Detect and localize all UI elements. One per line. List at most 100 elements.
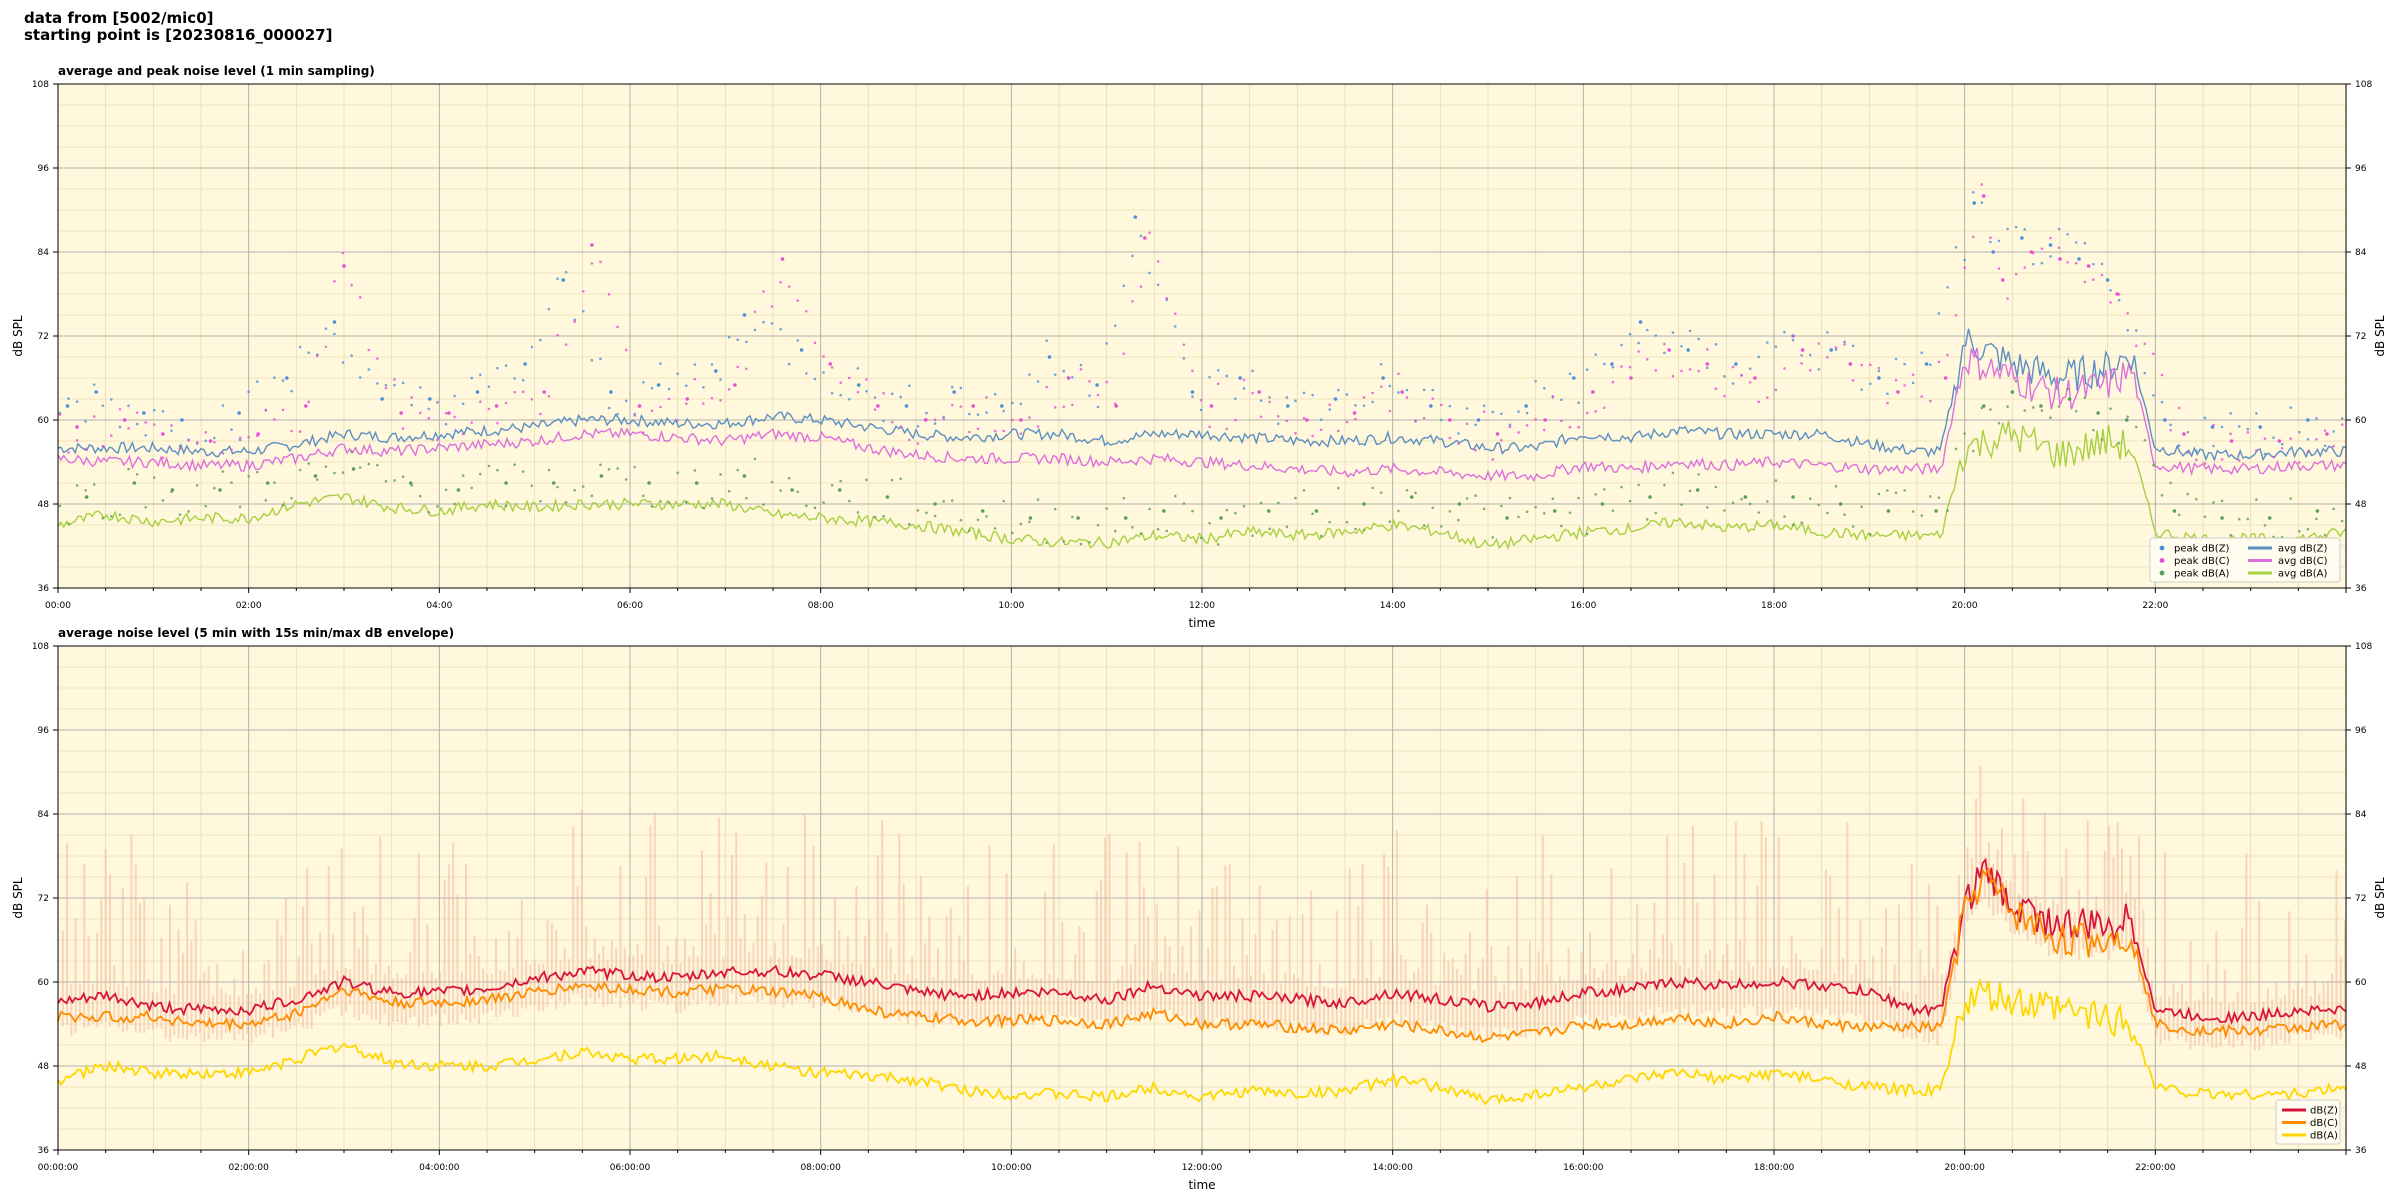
- peak-point: [976, 518, 980, 522]
- peak-point: [255, 380, 259, 383]
- peak-point: [1688, 489, 1692, 493]
- peak-point: [1937, 360, 1941, 364]
- peak-point: [1182, 502, 1186, 505]
- peak-point: [187, 439, 190, 442]
- peak-point: [247, 435, 250, 439]
- peak-point-marked: [1123, 516, 1128, 520]
- peak-point: [2177, 513, 2181, 517]
- peak-point: [968, 529, 971, 532]
- peak-point: [1182, 357, 1186, 360]
- peak-point: [590, 494, 594, 498]
- peak-point: [1954, 313, 1958, 317]
- peak-point: [1199, 536, 1203, 540]
- peak-point: [745, 496, 748, 500]
- peak-point: [1208, 375, 1211, 379]
- peak-point: [1131, 299, 1134, 303]
- peak-point: [2006, 297, 2009, 300]
- peak-point: [830, 483, 834, 487]
- peak-point: [273, 376, 276, 380]
- peak-point: [1585, 532, 1589, 536]
- ytick-label-right: 36: [2355, 584, 2367, 594]
- peak-point: [110, 434, 113, 437]
- peak-point: [1611, 509, 1615, 513]
- peak-point: [1620, 365, 1623, 368]
- peak-point: [916, 424, 920, 428]
- peak-point: [1500, 412, 1503, 416]
- peak-point: [1337, 388, 1340, 392]
- peak-point-marked: [2267, 516, 2272, 520]
- peak-point: [444, 488, 448, 492]
- peak-point: [599, 260, 602, 264]
- peak-point: [1191, 395, 1194, 398]
- peak-point: [1079, 542, 1083, 546]
- peak-point: [1937, 496, 1941, 499]
- peak-point: [564, 500, 568, 504]
- peak-point: [1680, 369, 1683, 373]
- peak-point: [1585, 368, 1589, 371]
- peak-point: [521, 470, 525, 473]
- peak-point: [813, 377, 817, 381]
- peak-point: [1465, 422, 1469, 426]
- y-axis-label-right: dB SPL: [2373, 877, 2387, 919]
- peak-point: [779, 327, 782, 331]
- peak-point: [264, 408, 268, 412]
- peak-point: [238, 438, 242, 442]
- xtick-label: 18:00:00: [1754, 1163, 1795, 1173]
- legend-label: dB(Z): [2310, 1106, 2338, 1117]
- peak-point: [1620, 485, 1623, 489]
- peak-point: [213, 440, 216, 444]
- peak-point: [2289, 497, 2293, 500]
- peak-point: [2203, 416, 2207, 420]
- peak-point: [1740, 374, 1743, 377]
- header-line-start: starting point is [20230816_000027]: [24, 26, 333, 44]
- peak-point-marked: [1448, 418, 1452, 422]
- peak-point: [908, 384, 911, 388]
- peak-point: [75, 439, 79, 442]
- peak-point: [1251, 369, 1254, 373]
- peak-point: [2066, 261, 2069, 264]
- peak-point: [2195, 497, 2198, 501]
- peak-point: [2169, 481, 2172, 485]
- peak-point: [2203, 462, 2207, 465]
- peak-point: [633, 465, 637, 469]
- peak-point: [1259, 415, 1263, 419]
- peak-point: [1139, 285, 1143, 288]
- peak-point: [1843, 513, 1846, 516]
- peak-point: [1766, 341, 1769, 344]
- peak-point-marked: [494, 404, 499, 408]
- peak-point: [607, 406, 611, 410]
- peak-point-marked: [685, 397, 689, 401]
- peak-point: [2126, 328, 2129, 332]
- peak-point: [1628, 365, 1632, 369]
- peak-point: [2083, 241, 2087, 245]
- peak-point-marked: [332, 320, 337, 324]
- peak-point: [204, 504, 208, 508]
- peak-point: [1963, 432, 1966, 435]
- peak-point: [702, 385, 705, 389]
- peak-point: [1362, 396, 1366, 399]
- peak-point-marked: [2124, 418, 2129, 422]
- legend-label: avg dB(A): [2278, 569, 2328, 580]
- peak-point: [667, 501, 671, 504]
- xtick-label: 22:00: [2142, 601, 2168, 611]
- peak-point-marked: [1476, 418, 1481, 422]
- peak-point: [993, 429, 997, 433]
- peak-point: [204, 430, 208, 434]
- peak-point: [1371, 400, 1374, 404]
- peak-point: [985, 396, 988, 399]
- peak-point: [1963, 266, 1966, 269]
- peak-point: [1817, 503, 1821, 507]
- peak-point: [1259, 501, 1263, 505]
- y-axis-label: dB SPL: [11, 877, 25, 919]
- peak-point: [144, 433, 148, 437]
- peak-point-marked: [1629, 376, 1633, 380]
- peak-point: [1319, 428, 1323, 432]
- peak-point: [993, 392, 997, 396]
- peak-point: [1826, 331, 1829, 334]
- peak-point: [221, 451, 225, 455]
- peak-point: [1954, 246, 1958, 249]
- xtick-label: 16:00:00: [1563, 1163, 1604, 1173]
- peak-point: [453, 502, 456, 506]
- peak-point: [1577, 425, 1580, 429]
- peak-point: [1079, 363, 1083, 367]
